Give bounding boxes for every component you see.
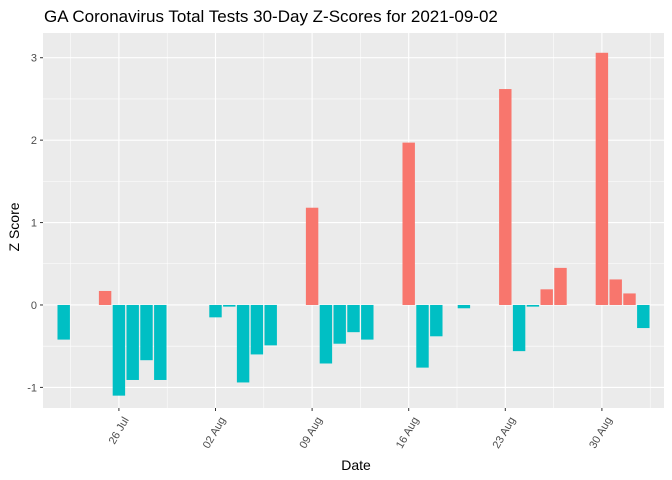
bar [609, 279, 622, 305]
x-tick-label: 09 Aug [297, 415, 325, 451]
y-axis-title: Z Score [6, 202, 22, 251]
bar [112, 304, 126, 396]
bar [140, 304, 153, 361]
bar [347, 304, 360, 333]
minor-gridlines [43, 33, 664, 408]
bar [333, 304, 346, 344]
bar [526, 304, 540, 307]
x-axis-title: Date [341, 457, 371, 473]
bar [623, 293, 636, 305]
y-axis: -1 0 1 2 3 [27, 53, 43, 394]
bar [223, 304, 236, 307]
bar [416, 304, 429, 368]
bar [305, 207, 319, 305]
x-tick-label: 16 Aug [394, 415, 422, 451]
bar [540, 289, 553, 305]
bar [250, 304, 264, 355]
bar [319, 304, 333, 364]
x-tick-label: 02 Aug [201, 415, 229, 451]
y-tick-label: -1 [27, 382, 37, 394]
bar [402, 142, 415, 305]
bar [637, 304, 650, 329]
x-axis: 26 Jul 02 Aug 09 Aug 16 Aug 23 Aug 30 Aug [107, 408, 615, 451]
bar [595, 52, 609, 305]
bar [512, 304, 526, 352]
bar [154, 304, 167, 380]
bar [430, 304, 443, 337]
y-tick-label: 1 [31, 218, 37, 230]
bar [236, 304, 250, 383]
x-tick-label: 23 Aug [491, 415, 519, 451]
y-tick-label: 0 [31, 300, 37, 312]
bar [57, 304, 70, 340]
bar [499, 89, 512, 305]
y-tick-label: 3 [31, 53, 37, 65]
x-tick-label: 26 Jul [107, 415, 132, 446]
chart-title: GA Coronavirus Total Tests 30-Day Z-Scor… [44, 7, 498, 26]
x-tick-label: 30 Aug [587, 415, 615, 451]
bar [361, 304, 374, 340]
bar [554, 267, 567, 305]
bar [126, 304, 139, 380]
bar [98, 290, 112, 305]
y-tick-label: 2 [31, 135, 37, 147]
bar [209, 304, 222, 318]
bars [57, 52, 650, 396]
bar [457, 304, 471, 309]
bar [264, 304, 277, 346]
